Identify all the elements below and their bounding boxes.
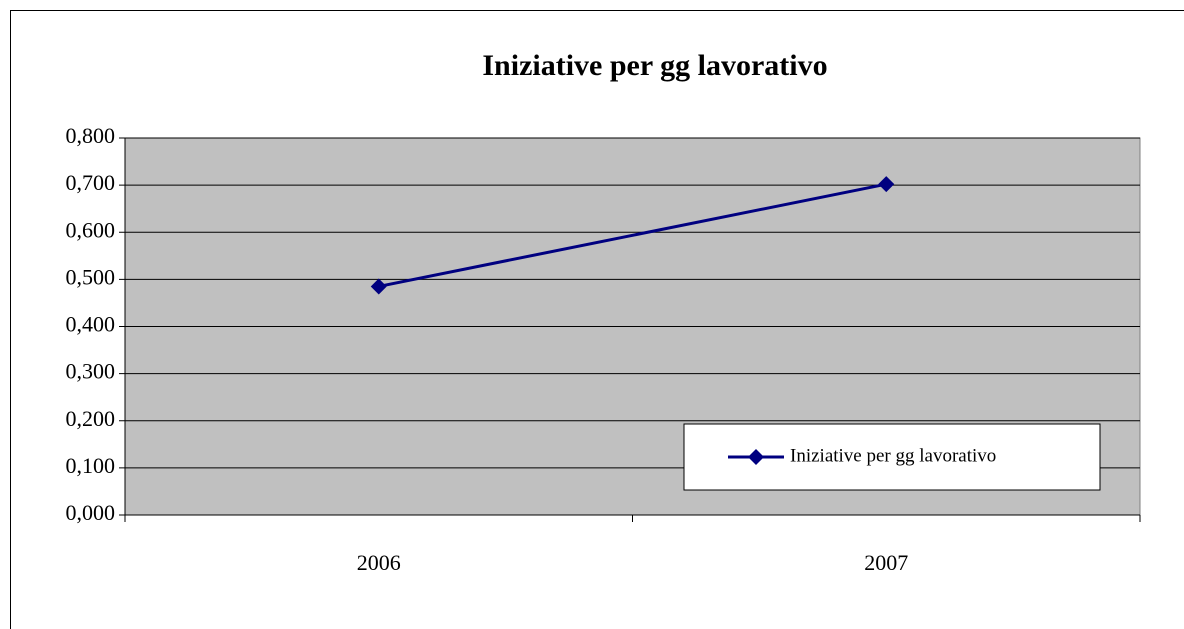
y-tick-label: 0,100	[66, 453, 116, 478]
series-line	[378, 182, 887, 288]
y-tick-label: 0,800	[66, 123, 116, 148]
y-tick-label: 0,400	[66, 312, 116, 337]
point-marker	[878, 176, 895, 193]
y-tick-label: 0,500	[66, 264, 116, 289]
y-tick-label: 0,000	[66, 500, 116, 525]
y-tick-label: 0,300	[66, 359, 116, 384]
x-tick-label: 2007	[864, 550, 908, 575]
point-marker	[370, 278, 387, 295]
y-tick-label: 0,700	[66, 170, 116, 195]
y-tick-label: 0,200	[66, 406, 116, 431]
chart-title: Iniziative per gg lavorativo	[482, 49, 827, 82]
x-tick-label: 2006	[357, 550, 401, 575]
y-tick-label: 0,600	[66, 217, 116, 242]
legend-marker	[748, 449, 764, 465]
legend-label: Iniziative per gg lavorativo	[790, 445, 996, 466]
legend-box	[683, 423, 1101, 491]
